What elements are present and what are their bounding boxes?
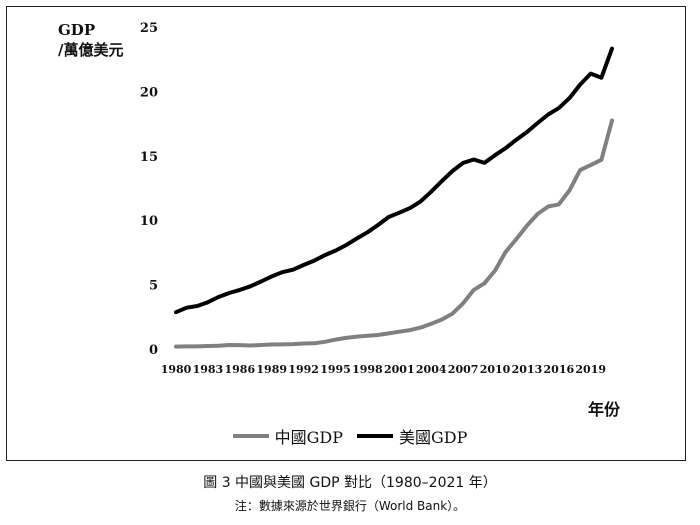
figure-source-note: 注：數據來源於世界銀行（World Bank）。 <box>234 499 466 513</box>
x-tick-label-2010: 2010 <box>480 363 511 376</box>
legend-label-usa: 美國GDP <box>399 428 468 447</box>
legend-swatch-usa <box>357 434 393 438</box>
x-tick-label-1998: 1998 <box>352 363 383 376</box>
x-tick-label-1989: 1989 <box>256 363 287 376</box>
x-tick-label-2007: 2007 <box>448 363 479 376</box>
china-gdp-line <box>174 118 614 349</box>
y-tick-label-15: 15 <box>140 150 158 165</box>
y-axis-label-line2: /萬億美元 <box>58 41 124 59</box>
x-tick-label-1986: 1986 <box>224 363 255 376</box>
figure-caption: 圖 3 中國與美國 GDP 對比（1980–2021 年） <box>203 475 497 491</box>
y-tick-label-20: 20 <box>140 85 158 100</box>
legend-swatch-china <box>232 434 269 438</box>
x-tick-label-2001: 2001 <box>384 363 415 376</box>
x-tick-label-2004: 2004 <box>416 363 447 376</box>
x-tick-label-2013: 2013 <box>512 363 543 376</box>
x-tick-label-1983: 1983 <box>193 363 224 376</box>
x-tick-label-1980: 1980 <box>161 363 192 376</box>
legend-item-china: 中國GDP <box>232 424 343 448</box>
y-axis-label-line1: GDP <box>58 21 96 39</box>
x-axis-label: 年份 <box>588 400 621 419</box>
y-tick-label-10: 10 <box>140 214 158 229</box>
x-tick-label-1995: 1995 <box>320 363 351 376</box>
y-axis-label: GDP /萬億美元 <box>58 20 123 60</box>
chart-frame <box>6 6 686 461</box>
legend: 中國GDP 美國GDP <box>0 424 700 448</box>
y-tick-label-0: 0 <box>149 343 158 358</box>
usa-gdp-line <box>174 46 614 315</box>
y-tick-label-5: 5 <box>149 279 158 294</box>
x-tick-label-1992: 1992 <box>288 363 319 376</box>
y-tick-label-25: 25 <box>140 21 158 36</box>
x-tick-label-2016: 2016 <box>544 363 575 376</box>
x-tick-label-2019: 2019 <box>575 363 606 376</box>
legend-item-usa: 美國GDP <box>357 424 467 448</box>
legend-label-china: 中國GDP <box>274 428 343 447</box>
